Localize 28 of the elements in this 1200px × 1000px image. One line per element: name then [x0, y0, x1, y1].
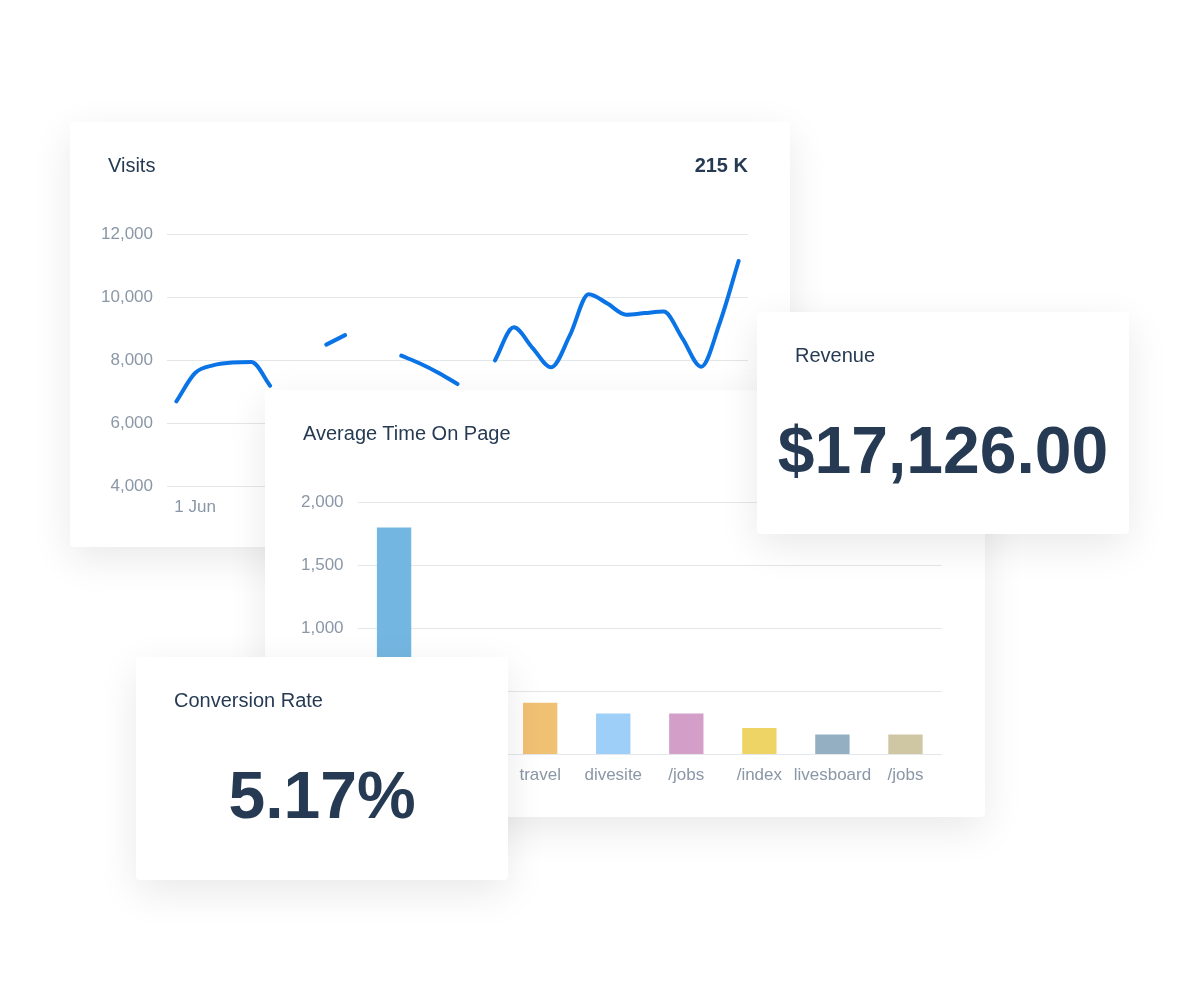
x-tick-label: travel — [519, 765, 561, 785]
y-tick-label: 6,000 — [110, 413, 153, 433]
text: 215 K — [694, 154, 748, 177]
x-tick-label: divesite — [584, 765, 643, 785]
y-tick-label: 1,000 — [300, 618, 344, 638]
text: Conversion Rate — [174, 689, 323, 712]
y-tick-label: 12,000 — [101, 223, 153, 243]
chart-title: Visits — [108, 154, 156, 177]
y-tick-label: 2,000 — [300, 491, 344, 511]
y-tick-label: 10,000 — [101, 286, 153, 306]
y-tick-label: 1,500 — [300, 554, 344, 574]
bar — [523, 702, 558, 755]
bar — [742, 728, 777, 755]
bar — [596, 713, 631, 755]
y-tick-label: 4,000 — [110, 476, 153, 496]
bar — [669, 713, 704, 755]
text: $17,126.00 — [776, 412, 1110, 488]
text: Revenue — [795, 344, 876, 367]
x-tick-label: livesboard — [793, 765, 872, 785]
bar — [815, 734, 850, 755]
x-tick-label: /jobs — [887, 765, 924, 785]
chart-title: Average Time On Page — [303, 422, 511, 445]
bar — [888, 734, 923, 755]
x-tick-label: /index — [736, 765, 783, 785]
x-tick-label: /jobs — [668, 765, 705, 785]
text: 5.17% — [227, 757, 417, 833]
y-tick-label: 8,000 — [110, 350, 153, 370]
x-tick-label: 1 Jun — [174, 497, 216, 517]
